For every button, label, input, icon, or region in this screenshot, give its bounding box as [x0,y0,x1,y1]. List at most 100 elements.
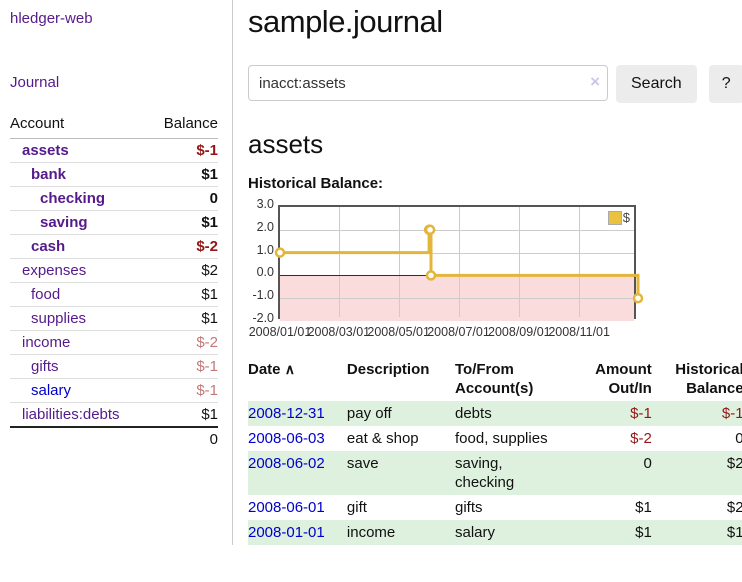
date-column-header[interactable]: Date ∧ [248,361,295,378]
description-cell: gift [346,499,367,516]
account-row: income $-2 [10,330,218,355]
account-link[interactable]: gifts [31,358,59,375]
chart-legend: $ [607,210,630,225]
search-button[interactable]: Search [616,65,697,103]
transaction-date-link[interactable]: 2008-06-03 [248,430,325,447]
transaction-row: 2008-06-03 eat & shop food, supplies $-2 0 [248,426,742,451]
account-link[interactable]: supplies [31,310,87,327]
transaction-row: 2008-06-01 gift gifts $1 $2 [248,495,742,520]
account-balance: 0 [209,190,218,207]
h-gridline [280,298,634,300]
account-balance: $-1 [196,142,218,159]
balance-step-line [274,224,644,304]
amount-cell: $-2 [630,430,652,447]
accounts-cell: food, supplies [455,430,548,447]
account-row: assets $-1 [10,139,218,163]
account-table-header: Account Balance [10,112,218,139]
date-cell: 2008-06-03 [248,426,347,451]
account-heading: assets [248,129,324,159]
account-link[interactable]: saving [40,214,88,231]
v-gridline [458,207,460,317]
brand-link[interactable]: hledger-web [10,10,93,27]
account-row: salary $-1 [10,378,218,403]
search-input[interactable] [248,65,608,101]
nav-journal-link[interactable]: Journal [10,74,60,91]
h-gridline [280,252,634,254]
account-balance: $1 [201,310,218,327]
balance-cell: 0 [735,430,742,447]
v-gridline [338,207,340,317]
account-balance-table: Account Balance assets $-1 bank $1 checking 0… [10,112,218,451]
app-window: hledger-web Journal Account Balance asse… [0,0,742,545]
account-link[interactable]: expenses [22,262,87,279]
accounts-cell: salary [455,524,496,541]
h-gridline [280,229,634,231]
account-row: liabilities:debts $1 [10,402,218,428]
account-link[interactable]: assets [22,142,69,159]
y-axis-tick-label: 3.0 [256,197,274,211]
chart-label: Historical Balance: [248,175,384,192]
account-row: checking 0 [10,186,218,211]
date-cell: 2008-06-01 [248,495,347,520]
account-link[interactable]: income [22,334,71,351]
account-row: cash $-2 [10,234,218,259]
account-row: gifts $-1 [10,354,218,379]
amount-cell: $1 [635,499,652,516]
page-title: sample.journal [248,4,443,39]
accounts-cell: saving, checking [455,455,515,491]
account-balance: $1 [201,166,218,183]
accounts-column-header: To/From Account(s) [455,361,534,397]
account-link[interactable]: salary [31,382,72,399]
account-row: expenses $2 [10,258,218,283]
y-axis-tick-label: 1.0 [256,242,274,257]
transaction-date-link[interactable]: 2008-06-01 [248,499,325,516]
balance-cell: $2 [726,455,742,472]
y-axis-tick-label: 0.0 [256,265,274,280]
account-link[interactable]: liabilities:debts [22,406,120,423]
transaction-date-link[interactable]: 2008-06-02 [248,455,325,472]
v-gridline [579,207,581,317]
account-row: supplies $1 [10,306,218,331]
transaction-row: 2008-01-01 income salary $1 $1 [248,520,742,545]
transaction-row: 2008-06-02 save saving, checking 0 $2 [248,451,742,495]
sidebar-nav: Journal [10,74,218,92]
register-header-row: Date ∧ Description To/From Account(s) Am… [248,357,742,401]
balance-cell: $2 [726,499,742,516]
search-form: × Search ? [248,65,742,103]
balance-cell: $-1 [721,405,742,422]
account-balance: $1 [201,286,218,303]
date-cell: 2008-06-02 [248,451,347,495]
description-cell: pay off [346,405,392,422]
account-link[interactable]: bank [31,166,67,183]
x-axis-tick-label: 2008/09/01 [488,325,551,339]
transaction-date-link[interactable]: 2008-01-01 [248,524,325,541]
description-column-header: Description [346,361,430,378]
amount-cell: 0 [643,455,652,472]
date-cell: 2008-01-01 [248,520,347,545]
v-gridline [519,207,521,317]
x-axis-tick-label: 2008/01/01 [248,325,312,339]
register-table: Date ∧ Description To/From Account(s) Am… [248,357,742,545]
register-body: 2008-12-31 pay off debts $-1 $-1 2008-06-03 ea… [248,401,742,545]
description-cell: income [346,524,396,541]
balance-column-header: Balance [163,115,218,132]
y-axis-tick-label: 2.0 [256,219,274,234]
data-point-marker [632,292,644,304]
help-button[interactable]: ? [708,65,742,103]
search-box: × [248,65,608,103]
account-row: saving $1 [10,210,218,235]
account-link[interactable]: checking [40,190,106,207]
main-content: sample.journal × Search ? assets Histori… [233,0,742,545]
account-total-row: 0 [10,427,218,451]
accounts-cell: gifts [455,499,483,516]
clear-search-icon[interactable]: × [590,72,600,91]
sidebar: hledger-web Journal Account Balance asse… [0,0,233,545]
account-link[interactable]: cash [31,238,66,255]
account-table-body: assets $-1 bank $1 checking 0 saving $1 cash $-2 e… [10,139,218,428]
account-link[interactable]: food [31,286,61,303]
transaction-date-link[interactable]: 2008-12-31 [248,405,325,422]
account-row: bank $1 [10,162,218,187]
account-balance: $1 [201,406,218,423]
x-axis-tick-label: 2008/07/01 [427,325,490,339]
amount-cell: $1 [635,524,652,541]
